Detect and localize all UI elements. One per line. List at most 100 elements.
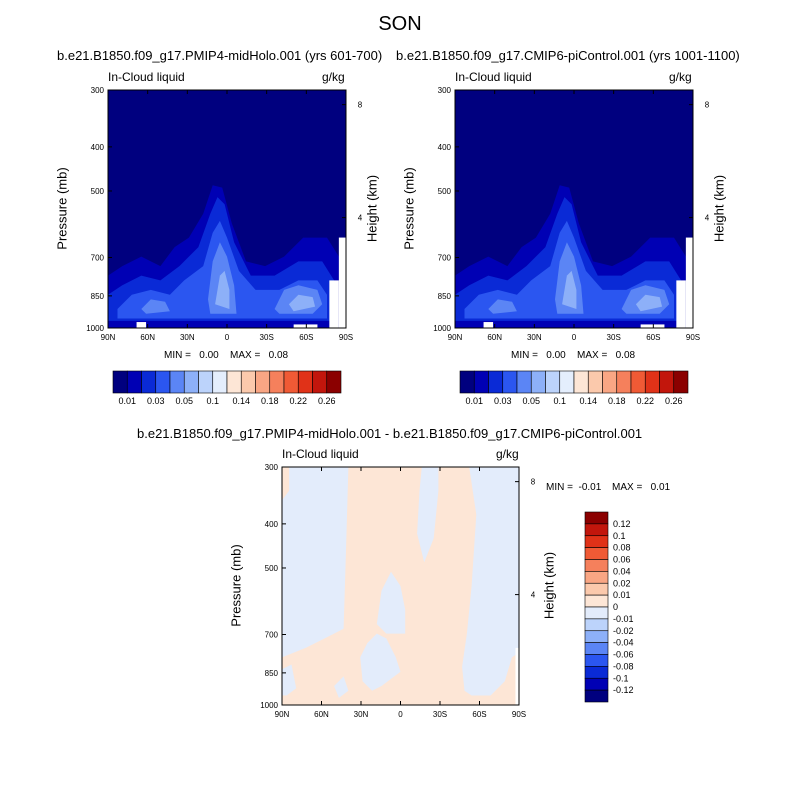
panel2-colorbar-label-0.22: 0.22 bbox=[636, 396, 654, 406]
panel2-xtick-label-30N: 30N bbox=[527, 333, 542, 342]
panel3-y2tick-label-8: 8 bbox=[531, 478, 536, 487]
panel1-colorbar-box bbox=[326, 370, 342, 394]
panel3-ytick-label-400: 400 bbox=[265, 520, 279, 529]
panel1-ytick-label-300: 300 bbox=[91, 86, 105, 95]
panel1-ytick-label-400: 400 bbox=[91, 143, 105, 152]
panel2-colorbar-box bbox=[602, 370, 618, 394]
panel2-colorbar-box bbox=[616, 370, 632, 394]
panel1-ytick-label-700: 700 bbox=[91, 253, 105, 262]
panel2-ytick-label-300: 300 bbox=[438, 86, 452, 95]
panel1-y2tick-label-8: 8 bbox=[358, 101, 363, 110]
panel2-contour-4c bbox=[488, 299, 517, 314]
panel1-title: b.e21.B1850.f09_g17.PMIP4-midHolo.001 (y… bbox=[57, 48, 383, 63]
panel2-colorbar-label-0.01: 0.01 bbox=[465, 396, 483, 406]
panel2-left-label: In-Cloud liquid bbox=[455, 70, 532, 84]
panel2-xtick-label-90S: 90S bbox=[686, 333, 700, 342]
panel3-colorbar-box bbox=[584, 535, 609, 548]
panel1-colorbar-box bbox=[212, 370, 228, 394]
panel3-colorbar-box bbox=[584, 559, 609, 572]
panel3-neg-6 bbox=[462, 467, 519, 696]
panel3-colorbar-box bbox=[584, 677, 609, 691]
panel2-colorbar-box bbox=[459, 370, 475, 394]
panel1-ytick-label-500: 500 bbox=[91, 187, 105, 196]
panel3-xtick-label-0: 0 bbox=[398, 710, 403, 719]
panel3-colorbar-box bbox=[584, 547, 609, 560]
panel2-contour-5a bbox=[562, 270, 577, 309]
panel1-colorbar-label-0.03: 0.03 bbox=[147, 396, 165, 406]
panel2-colorbar-box bbox=[473, 370, 489, 394]
panel2-ytick-label-1000: 1000 bbox=[433, 324, 451, 333]
panel3-colorbar-label: 0.01 bbox=[613, 590, 631, 600]
panel2-xtick-label-60N: 60N bbox=[487, 333, 502, 342]
panel3-colorbar-label: 0.02 bbox=[613, 578, 631, 588]
panel1-colorbar-box bbox=[183, 370, 199, 394]
panel3-min: MIN = -0.01 bbox=[546, 482, 602, 493]
panel2-xtick-label-60S: 60S bbox=[646, 333, 660, 342]
panel3-neg-1 bbox=[282, 467, 349, 658]
panel3-colorbar-box bbox=[584, 523, 609, 537]
panel1-colorbar-label-0.14: 0.14 bbox=[232, 396, 250, 406]
panel3-colorbar-box bbox=[584, 654, 609, 667]
panel3-ytick-label-500: 500 bbox=[265, 564, 279, 573]
panel2-colorbar-box bbox=[530, 370, 546, 394]
panel3-xtick-label-30N: 30N bbox=[354, 710, 369, 719]
panel1-mask-right2 bbox=[329, 280, 339, 328]
panel2-mask-right bbox=[685, 237, 693, 328]
panel1-xtick-label-0: 0 bbox=[225, 333, 230, 342]
panel3-colorbar-box bbox=[584, 630, 609, 643]
panel2-colorbar-box bbox=[659, 370, 675, 394]
panel1-contour-5b bbox=[288, 294, 316, 312]
panel1-colorbar-box bbox=[255, 370, 271, 394]
panel2-colorbar-label-0.26: 0.26 bbox=[665, 396, 683, 406]
panel2-field bbox=[455, 90, 693, 328]
panel1-xtick-label-90S: 90S bbox=[339, 333, 353, 342]
panel1-max: MAX = 0.08 bbox=[230, 350, 289, 361]
panel2-mask-low1 bbox=[483, 322, 494, 328]
panel3-colorbar-box bbox=[584, 642, 609, 655]
panel1-ytick-label-1000: 1000 bbox=[86, 324, 104, 333]
panel1-colorbar-box bbox=[297, 370, 313, 394]
panel2-mask-right2 bbox=[676, 280, 686, 328]
panel1-ytick-label-850: 850 bbox=[91, 292, 105, 301]
panel3-colorbar-box bbox=[584, 606, 609, 620]
panel3-colorbar-label: 0.1 bbox=[613, 531, 626, 541]
panel2-xtick-label-30S: 30S bbox=[607, 333, 621, 342]
panel2-colorbar-label-0.14: 0.14 bbox=[579, 396, 597, 406]
panel1-colorbar-box bbox=[226, 370, 242, 394]
panel1-colorbar-label-0.1: 0.1 bbox=[206, 396, 219, 406]
panel1-colorbar-box bbox=[240, 370, 256, 394]
panel1-xtick-label-30S: 30S bbox=[260, 333, 274, 342]
panel3-xtick-label-90N: 90N bbox=[275, 710, 290, 719]
panel1-colorbar-label-0.05: 0.05 bbox=[175, 396, 193, 406]
panel1-contour-5a bbox=[215, 270, 230, 309]
panel3-xtick-label-60S: 60S bbox=[472, 710, 486, 719]
panel3-neg-7 bbox=[334, 676, 349, 698]
panel1-left-label: In-Cloud liquid bbox=[108, 70, 185, 84]
panel3-neg-2 bbox=[282, 664, 297, 696]
panel1-colorbar-label-0.26: 0.26 bbox=[318, 396, 336, 406]
panel3-xtick-label-30S: 30S bbox=[433, 710, 447, 719]
panel1-colorbar-box bbox=[312, 370, 328, 394]
panel3-field bbox=[282, 467, 519, 705]
panel3-right-label: g/kg bbox=[496, 447, 519, 461]
panel3-colorbar-label: 0.06 bbox=[613, 555, 631, 565]
panel3-neg-3 bbox=[360, 633, 401, 691]
panel1-mask-right bbox=[338, 237, 346, 328]
panel3-colorbar-box bbox=[584, 511, 609, 525]
panel3-colorbar-label: -0.02 bbox=[613, 626, 634, 636]
panel3-colorbar-box bbox=[584, 582, 609, 596]
panel2-xtick-label-90N: 90N bbox=[448, 333, 463, 342]
panel3-colorbar-label: 0.08 bbox=[613, 543, 631, 553]
panel2-colorbar-box bbox=[559, 370, 575, 394]
panel2-y2tick-label-8: 8 bbox=[705, 101, 710, 110]
panel1-colorbar-label-0.18: 0.18 bbox=[261, 396, 279, 406]
panel1-colorbar-label-0.01: 0.01 bbox=[118, 396, 136, 406]
panel2-colorbar-label-0.18: 0.18 bbox=[608, 396, 626, 406]
panel3-left-label: In-Cloud liquid bbox=[282, 447, 359, 461]
panel2-colorbar-box bbox=[488, 370, 504, 394]
panel2-ytick-label-500: 500 bbox=[438, 187, 452, 196]
panel2-ytick-label-400: 400 bbox=[438, 143, 452, 152]
panel1-colorbar-box bbox=[198, 370, 214, 394]
panel1-y2tick-label-4: 4 bbox=[358, 214, 363, 223]
